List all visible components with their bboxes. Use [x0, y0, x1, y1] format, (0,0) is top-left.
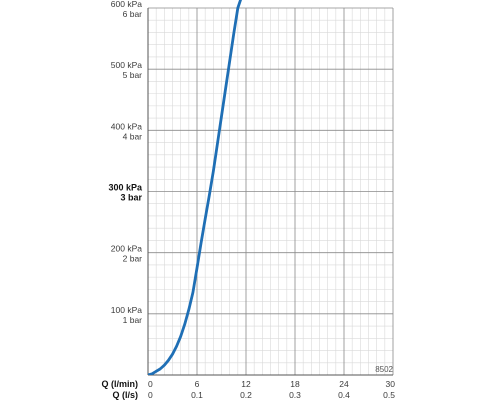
y-tick-label-bar: 3 bar: [120, 193, 142, 203]
chart-code: 8502: [375, 365, 393, 374]
x-tick-label-secondary: 0: [148, 390, 153, 400]
x-tick-label-primary: 6: [195, 379, 200, 389]
y-tick-label-bar: 5 bar: [123, 70, 143, 80]
y-tick-label-bar: 2 bar: [123, 254, 143, 264]
y-tick-label-kpa: 200 kPa: [111, 244, 142, 254]
y-tick-label-bar: 4 bar: [123, 131, 143, 141]
y-tick-label-kpa: 600 kPa: [111, 0, 142, 9]
y-tick-label-bar: 1 bar: [123, 315, 143, 325]
x-tick-label-primary: 12: [241, 379, 251, 389]
x-axis-label-secondary: Q (l/s): [112, 390, 138, 400]
series-lines: [148, 0, 242, 375]
x-axis-labels: Q (l/min)Q (l/s) 00 60.1 120.2 180.3 240.4 300…: [102, 379, 396, 400]
y-tick-label-kpa: 400 kPa: [111, 121, 142, 131]
x-tick-label-secondary: 0.2: [240, 390, 252, 400]
y-tick-label-kpa: 300 kPa: [108, 183, 143, 193]
x-tick-label-secondary: 0.4: [338, 390, 350, 400]
x-tick-label-primary: 0: [148, 379, 153, 389]
x-tick-label-secondary: 0.3: [289, 390, 301, 400]
series-line: [148, 0, 242, 375]
y-tick-label-kpa: 500 kPa: [111, 60, 142, 70]
x-tick-label-primary: 30: [386, 379, 396, 389]
x-axis-label-primary: Q (l/min): [102, 379, 139, 389]
x-tick-label-primary: 24: [339, 379, 349, 389]
y-tick-label-bar: 6 bar: [123, 9, 143, 19]
x-tick-label-primary: 18: [290, 379, 300, 389]
y-tick-label-kpa: 100 kPa: [111, 305, 142, 315]
x-tick-label-secondary: 0.5: [383, 390, 395, 400]
x-tick-label-secondary: 0.1: [191, 390, 203, 400]
